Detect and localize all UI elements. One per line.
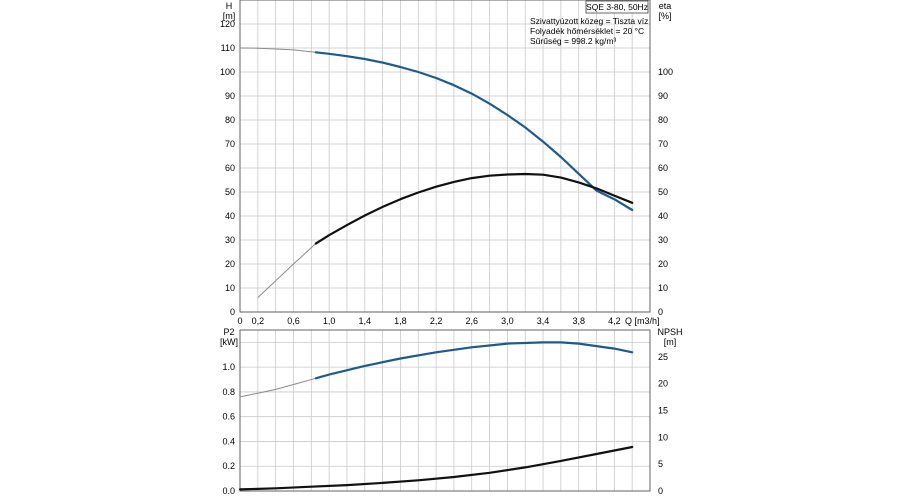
x-axis-label: Q [m3/h]	[625, 316, 660, 326]
top-right-y-tick-label: 20	[658, 259, 668, 269]
model-title-box	[585, 0, 649, 14]
top-right-y-tick-label: 10	[658, 283, 668, 293]
top-left-y-tick-label: 20	[225, 259, 235, 269]
top-right-y-axis-label: eta	[659, 1, 672, 11]
top-right-y-tick-label: 40	[658, 211, 668, 221]
bottom-left-y-tick-label: 0.8	[222, 387, 235, 397]
fluid-info-line: Sűrűség = 998.2 kg/m³	[530, 36, 616, 46]
model-title: SQE 3-80, 50Hz	[586, 2, 648, 12]
bottom-right-y-axis-unit: [m]	[664, 337, 677, 347]
top-left-y-tick-label: 110	[221, 43, 235, 53]
bottom-right-y-axis-label: NPSH	[657, 327, 682, 337]
bottom-right-y-tick-label: 5	[658, 459, 663, 469]
x-tick-label: 0,6	[287, 316, 300, 326]
bottom-series-1-line	[238, 445, 634, 491]
top-left-y-tick-label: 100	[220, 67, 235, 77]
x-tick-label: 1,4	[359, 316, 372, 326]
top-plot-frame	[239, 0, 651, 313]
fluid-info-line: Folyadék hőmérséklet = 20 °C	[530, 26, 644, 36]
bottom-left-y-tick-label: 0.4	[222, 436, 235, 446]
top-series-1-line	[314, 172, 634, 245]
top-left-y-tick-label: 0	[230, 307, 235, 317]
x-tick-label: 1,8	[394, 316, 407, 326]
top-left-y-tick-label: 80	[225, 115, 235, 125]
top-right-y-tick-label: 100	[658, 67, 673, 77]
fluid-info-line: Szivattyúzott közeg = Tiszta víz	[530, 16, 648, 26]
bottom-left-y-tick-label: 1.0	[222, 362, 235, 372]
x-tick-label: 0,2	[252, 316, 265, 326]
top-left-y-axis-unit: [m]	[223, 11, 236, 21]
x-tick-label: 4,2	[608, 316, 621, 326]
top-left-y-axis-label: H	[226, 1, 233, 11]
x-tick-label: 3,8	[572, 316, 585, 326]
top-right-y-tick-label: 0	[658, 307, 663, 317]
x-tick-label: 2,2	[430, 316, 443, 326]
x-tick-label: 1,0	[323, 316, 336, 326]
top-series-1-extension-line	[257, 243, 317, 298]
top-right-y-tick-label: 90	[658, 91, 668, 101]
bottom-right-y-tick-label: 0	[658, 486, 663, 496]
top-right-y-axis-unit: [%]	[658, 11, 671, 21]
top-right-y-tick-label: 50	[658, 187, 668, 197]
top-left-y-tick-label: 60	[225, 163, 235, 173]
top-left-y-tick-label: 10	[225, 283, 235, 293]
top-series-0-extension-line	[239, 47, 316, 53]
x-tick-label: 0	[237, 316, 242, 326]
x-tick-label: 3,4	[537, 316, 550, 326]
bottom-right-y-tick-label: 20	[658, 379, 668, 389]
bottom-left-y-tick-label: 0.6	[222, 412, 235, 422]
top-left-y-tick-label: 120	[220, 19, 235, 29]
top-left-y-tick-label: 40	[225, 211, 235, 221]
bottom-series-0-extension-line	[239, 377, 316, 398]
bottom-left-y-tick-label: 0.2	[222, 461, 235, 471]
top-left-y-tick-label: 50	[225, 187, 235, 197]
bottom-series-0-line	[314, 341, 634, 380]
bottom-left-y-axis-label: P2	[223, 327, 234, 337]
top-left-y-tick-label: 70	[225, 139, 235, 149]
top-right-y-tick-label: 80	[658, 115, 668, 125]
top-series-0-line	[314, 51, 634, 212]
bottom-right-y-tick-label: 15	[658, 406, 668, 416]
top-right-y-tick-label: 30	[658, 235, 668, 245]
top-right-y-tick-label: 60	[658, 163, 668, 173]
bottom-right-y-tick-label: 10	[658, 432, 668, 442]
top-left-y-tick-label: 30	[225, 235, 235, 245]
x-tick-label: 3,0	[501, 316, 514, 326]
x-tick-label: 2,6	[465, 316, 478, 326]
bottom-right-y-tick-label: 25	[658, 352, 668, 362]
top-left-y-tick-label: 90	[225, 91, 235, 101]
top-right-y-tick-label: 70	[658, 139, 668, 149]
bottom-plot-frame	[239, 329, 651, 492]
bottom-left-y-axis-unit: [kW]	[220, 337, 238, 347]
bottom-left-y-tick-label: 0.0	[222, 486, 235, 496]
